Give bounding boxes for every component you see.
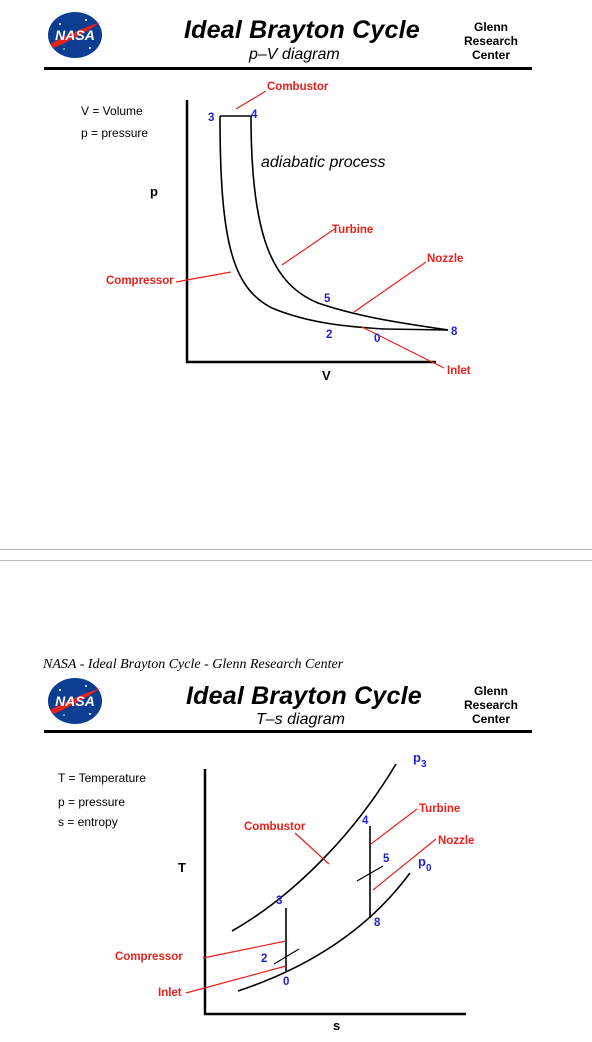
header-rule-2: [44, 730, 532, 733]
ts-tick-2: [273, 948, 300, 965]
nasa-logo: NASA: [48, 12, 102, 58]
pv-compression-curve: [219, 115, 385, 330]
section-divider-bottom: [0, 560, 592, 561]
pv-axes: [185, 100, 436, 364]
pv-label-compressor: Compressor: [106, 275, 174, 287]
ts-legend-pressure: p = pressure: [58, 795, 125, 809]
ts-inlet-leader: [185, 965, 287, 994]
figure-caption: NASA - Ideal Brayton Cycle - Glenn Resea…: [43, 657, 344, 672]
ts-nozzle-leader: [372, 838, 437, 891]
ts-isobar-p3: [231, 763, 397, 932]
pv-station-5: 5: [324, 293, 331, 305]
pv-y-axis-label: p: [150, 184, 158, 199]
ts-station-8: 8: [374, 917, 381, 929]
pv-station-8: 8: [451, 326, 458, 338]
logo-text: NASA: [55, 27, 95, 43]
ts-station-0: 0: [283, 976, 289, 988]
ts-station-5: 5: [383, 853, 390, 865]
pv-label-inlet: Inlet: [447, 365, 471, 377]
pv-inlet-leader: [361, 326, 445, 369]
pv-exhaust-line: [383, 328, 449, 331]
logo-text-2: NASA: [55, 693, 95, 709]
ts-isobar-label-p3: p3: [413, 750, 427, 770]
ts-tick-5: [356, 865, 384, 882]
ts-label-combustor: Combustor: [244, 821, 306, 833]
glenn-research-center-2: Glenn Research Center: [463, 684, 519, 726]
pv-station-0: 0: [374, 333, 380, 345]
header-rule: [44, 67, 532, 70]
ts-label-nozzle: Nozzle: [438, 835, 474, 847]
ts-legend-temperature: T = Temperature: [58, 771, 146, 785]
ts-label-compressor: Compressor: [115, 951, 183, 963]
pv-station-2: 2: [326, 329, 332, 341]
ts-axes: [203, 769, 466, 1016]
nasa-logo-2: NASA: [48, 678, 102, 724]
pv-panel: NASA Ideal Brayton Cycle p–V diagram Gle…: [44, 12, 532, 383]
page-title-2: Ideal Brayton Cycle: [186, 682, 422, 710]
ts-turbine-leader: [370, 808, 418, 845]
pv-process-note: adiabatic process: [261, 154, 386, 171]
ts-compressor-leader: [202, 940, 287, 959]
ts-isobar-p0: [237, 872, 411, 992]
pv-x-axis-label: V: [322, 368, 331, 383]
pv-combustor-leader: [235, 90, 267, 110]
pv-compressor-leader: [175, 271, 232, 283]
section-divider-top: [0, 549, 592, 550]
ts-isobar-label-p0: p0: [418, 854, 432, 874]
ts-diagram: T = Temperature p = pressure s = entropy…: [58, 750, 474, 1033]
pv-station-3: 3: [208, 112, 214, 124]
pv-label-nozzle: Nozzle: [427, 253, 463, 265]
glenn-research-center: Glenn Research Center: [463, 20, 519, 62]
pv-nozzle-leader: [353, 261, 427, 313]
pv-legend-volume: V = Volume: [81, 104, 143, 118]
pv-expansion-curve: [250, 115, 449, 331]
ts-combustor-leader: [294, 832, 330, 865]
ts-station-4: 4: [362, 815, 369, 827]
pv-label-turbine: Turbine: [332, 224, 373, 236]
ts-legend-entropy: s = entropy: [58, 815, 118, 829]
pv-label-combustor: Combustor: [267, 81, 329, 93]
ts-station-2: 2: [261, 953, 267, 965]
ts-label-inlet: Inlet: [158, 987, 182, 999]
page-title: Ideal Brayton Cycle: [184, 16, 420, 44]
ts-station-3: 3: [276, 895, 282, 907]
pv-subtitle: p–V diagram: [249, 46, 340, 63]
ts-y-axis-label: T: [178, 860, 186, 875]
ts-label-turbine: Turbine: [419, 803, 460, 815]
ts-x-axis-label: s: [333, 1018, 340, 1033]
pv-legend-pressure: p = pressure: [81, 126, 148, 140]
pv-diagram: V = Volume p = pressure p V Combustor Tu…: [81, 81, 471, 383]
ts-subtitle: T–s diagram: [256, 711, 345, 728]
pv-turbine-leader: [281, 227, 337, 266]
pv-station-4: 4: [251, 109, 258, 121]
ts-panel: NASA Ideal Brayton Cycle T–s diagram Gle…: [0, 668, 592, 1042]
